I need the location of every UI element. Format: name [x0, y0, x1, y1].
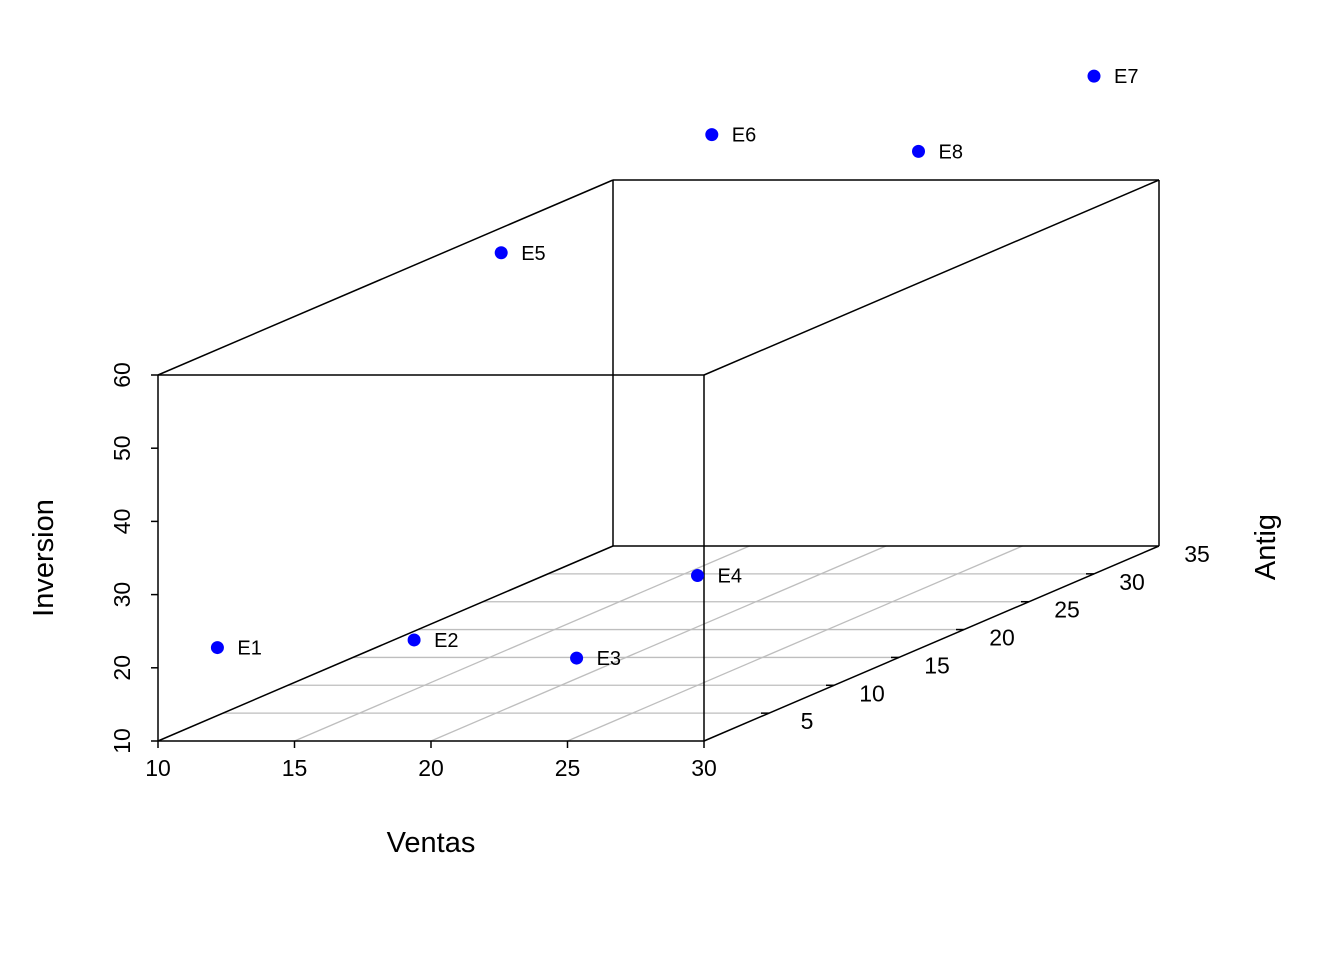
z-tick-label: 10	[109, 728, 135, 754]
y-tick-label: 15	[924, 652, 950, 678]
x-axis-title: Ventas	[387, 827, 476, 859]
y-tick-label: 25	[1054, 597, 1080, 623]
x-tick-label: 10	[145, 755, 171, 781]
grid-line-x	[430, 545, 887, 742]
x-tick-label: 20	[418, 755, 444, 781]
point-label: E7	[1114, 66, 1138, 88]
data-point	[570, 651, 584, 665]
data-point	[210, 641, 224, 655]
y-tick-label: 5	[801, 708, 814, 734]
z-tick-label: 40	[109, 509, 135, 535]
point-label: E2	[434, 630, 458, 652]
data-point	[912, 144, 925, 158]
data-point	[494, 246, 508, 260]
point-label: E3	[597, 648, 621, 670]
point-label: E1	[237, 638, 261, 660]
x-tick-label: 15	[282, 755, 308, 781]
box-edge-bottom-left	[157, 545, 614, 742]
z-axis-title: Inversion	[28, 499, 60, 617]
axis-ticks: 10 15 20 25 30 10 20 30 40 50 60 5 10 15 20 25 30 35	[109, 362, 1210, 781]
data-point	[705, 128, 719, 142]
box-edge-bottom-right	[703, 545, 1160, 742]
y-tick-label: 30	[1119, 569, 1145, 595]
z-tick-label: 50	[109, 435, 135, 461]
z-tick-label: 60	[109, 362, 135, 388]
z-tick-label: 20	[109, 655, 135, 681]
data-point	[691, 568, 704, 582]
point-label: E4	[718, 565, 742, 587]
data-point	[407, 633, 421, 647]
grid-line-x	[294, 545, 750, 742]
x-tick-label: 25	[555, 755, 581, 781]
y-tick-label: 35	[1184, 541, 1210, 567]
point-label: E6	[732, 125, 756, 147]
floor-grid	[223, 545, 1094, 742]
box-edge-top-right	[703, 179, 1160, 376]
y-tick-label: 10	[859, 680, 885, 706]
point-label: E5	[521, 243, 545, 265]
x-tick-label: 30	[691, 755, 717, 781]
plot-box	[157, 179, 1160, 742]
point-label: E8	[939, 141, 963, 163]
y-axis-title: Antig	[1250, 514, 1282, 580]
box-edge-top-left	[157, 179, 614, 376]
data-point	[1087, 69, 1101, 83]
data-points: E1 E2 E3 E4 E5 E6 E7 E8	[210, 66, 1138, 670]
y-tick-label: 20	[989, 625, 1015, 651]
grid-line-x	[567, 545, 1023, 742]
z-tick-label: 30	[109, 582, 135, 608]
